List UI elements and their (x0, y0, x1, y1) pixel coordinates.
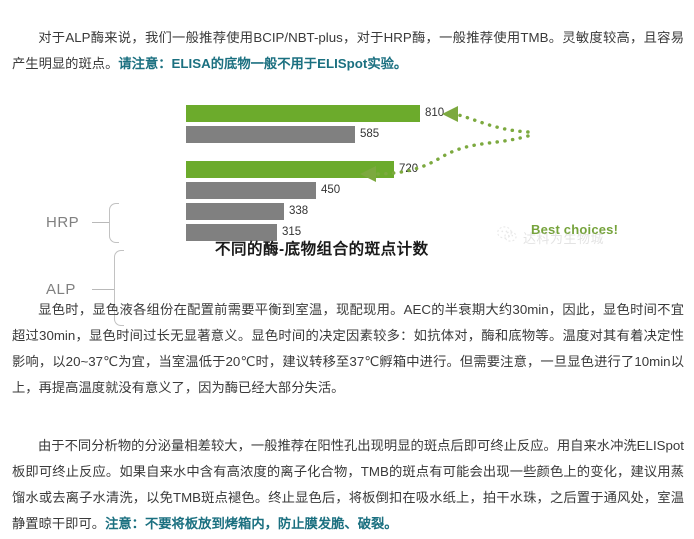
paragraph-intro: 对于ALP酶来说，我们一般推荐使用BCIP/NBT-plus，对于HRP酶，一般… (12, 25, 684, 77)
chart-value-aec: 585 (360, 128, 380, 140)
paragraph-three: 由于不同分析物的分泌量相差较大，一般推荐在阳性孔出现明显的斑点后即可终止反应。用… (12, 433, 684, 537)
chart-group-connector-alp (92, 289, 114, 290)
chart-bar-bcip-nbt-plus (186, 161, 394, 178)
watermark-text: 达科为生物城 (523, 230, 605, 246)
chart-value-tmb: 810 (425, 107, 445, 119)
chart-title: 不同的酶-底物组合的斑点计数 (215, 241, 429, 258)
chart-value-bcip-nbt-blue: 315 (282, 226, 302, 238)
chart-group-bracket-hrp (109, 203, 119, 243)
paragraph-three-text: 由于不同分析物的分泌量相差较大，一般推荐在阳性孔出现明显的斑点后即可终止反应。用… (12, 438, 684, 532)
wechat-icon (497, 226, 517, 248)
paragraph-two-text: 显色时，显色液各组份在配置前需要平衡到室温，现配现用。AEC的半衰期大约30mi… (12, 302, 684, 396)
paragraph-three-highlight: 注意：不要将板放到烤箱内，防止膜发脆、破裂。 (105, 516, 398, 532)
chart-value-bcip: 338 (289, 205, 309, 217)
chart-group-label-hrp: HRP (46, 214, 80, 231)
chart-group-connector-hrp (92, 222, 109, 223)
arrow-path-bcip-nbt-plus (371, 134, 530, 176)
chart-bar-bcip-nbt-blue (186, 224, 277, 241)
chart-group-bracket-alp (114, 250, 124, 326)
paragraph-intro-highlight: 请注意：ELISA的底物一般不用于ELISpot实验。 (118, 56, 408, 72)
arrow-head-tmb (442, 106, 458, 122)
chart-value-bcip-nbt-plus: 720 (399, 163, 419, 175)
chart-group-label-alp: ALP (46, 281, 76, 298)
chart-bar-bcip (186, 203, 284, 220)
chart-bar-bcip-nbt (186, 182, 316, 199)
spot-count-bar-chart: HRP ALP TMB 810 AEC 585 BCIP/NBT-plus 72… (0, 96, 694, 326)
best-choices-annotation: Best choices! (531, 222, 619, 237)
paragraph-two: 显色时，显色液各组份在配置前需要平衡到室温，现配现用。AEC的半衰期大约30mi… (12, 297, 684, 401)
paragraph-intro-text: 对于ALP酶来说，我们一般推荐使用BCIP/NBT-plus，对于HRP酶，一般… (12, 30, 684, 72)
chart-value-bcip-nbt: 450 (321, 184, 341, 196)
watermark: 达科为生物城 (497, 226, 604, 248)
chart-bar-tmb (186, 105, 420, 122)
arrow-path-tmb (453, 112, 530, 134)
chart-bar-aec (186, 126, 355, 143)
